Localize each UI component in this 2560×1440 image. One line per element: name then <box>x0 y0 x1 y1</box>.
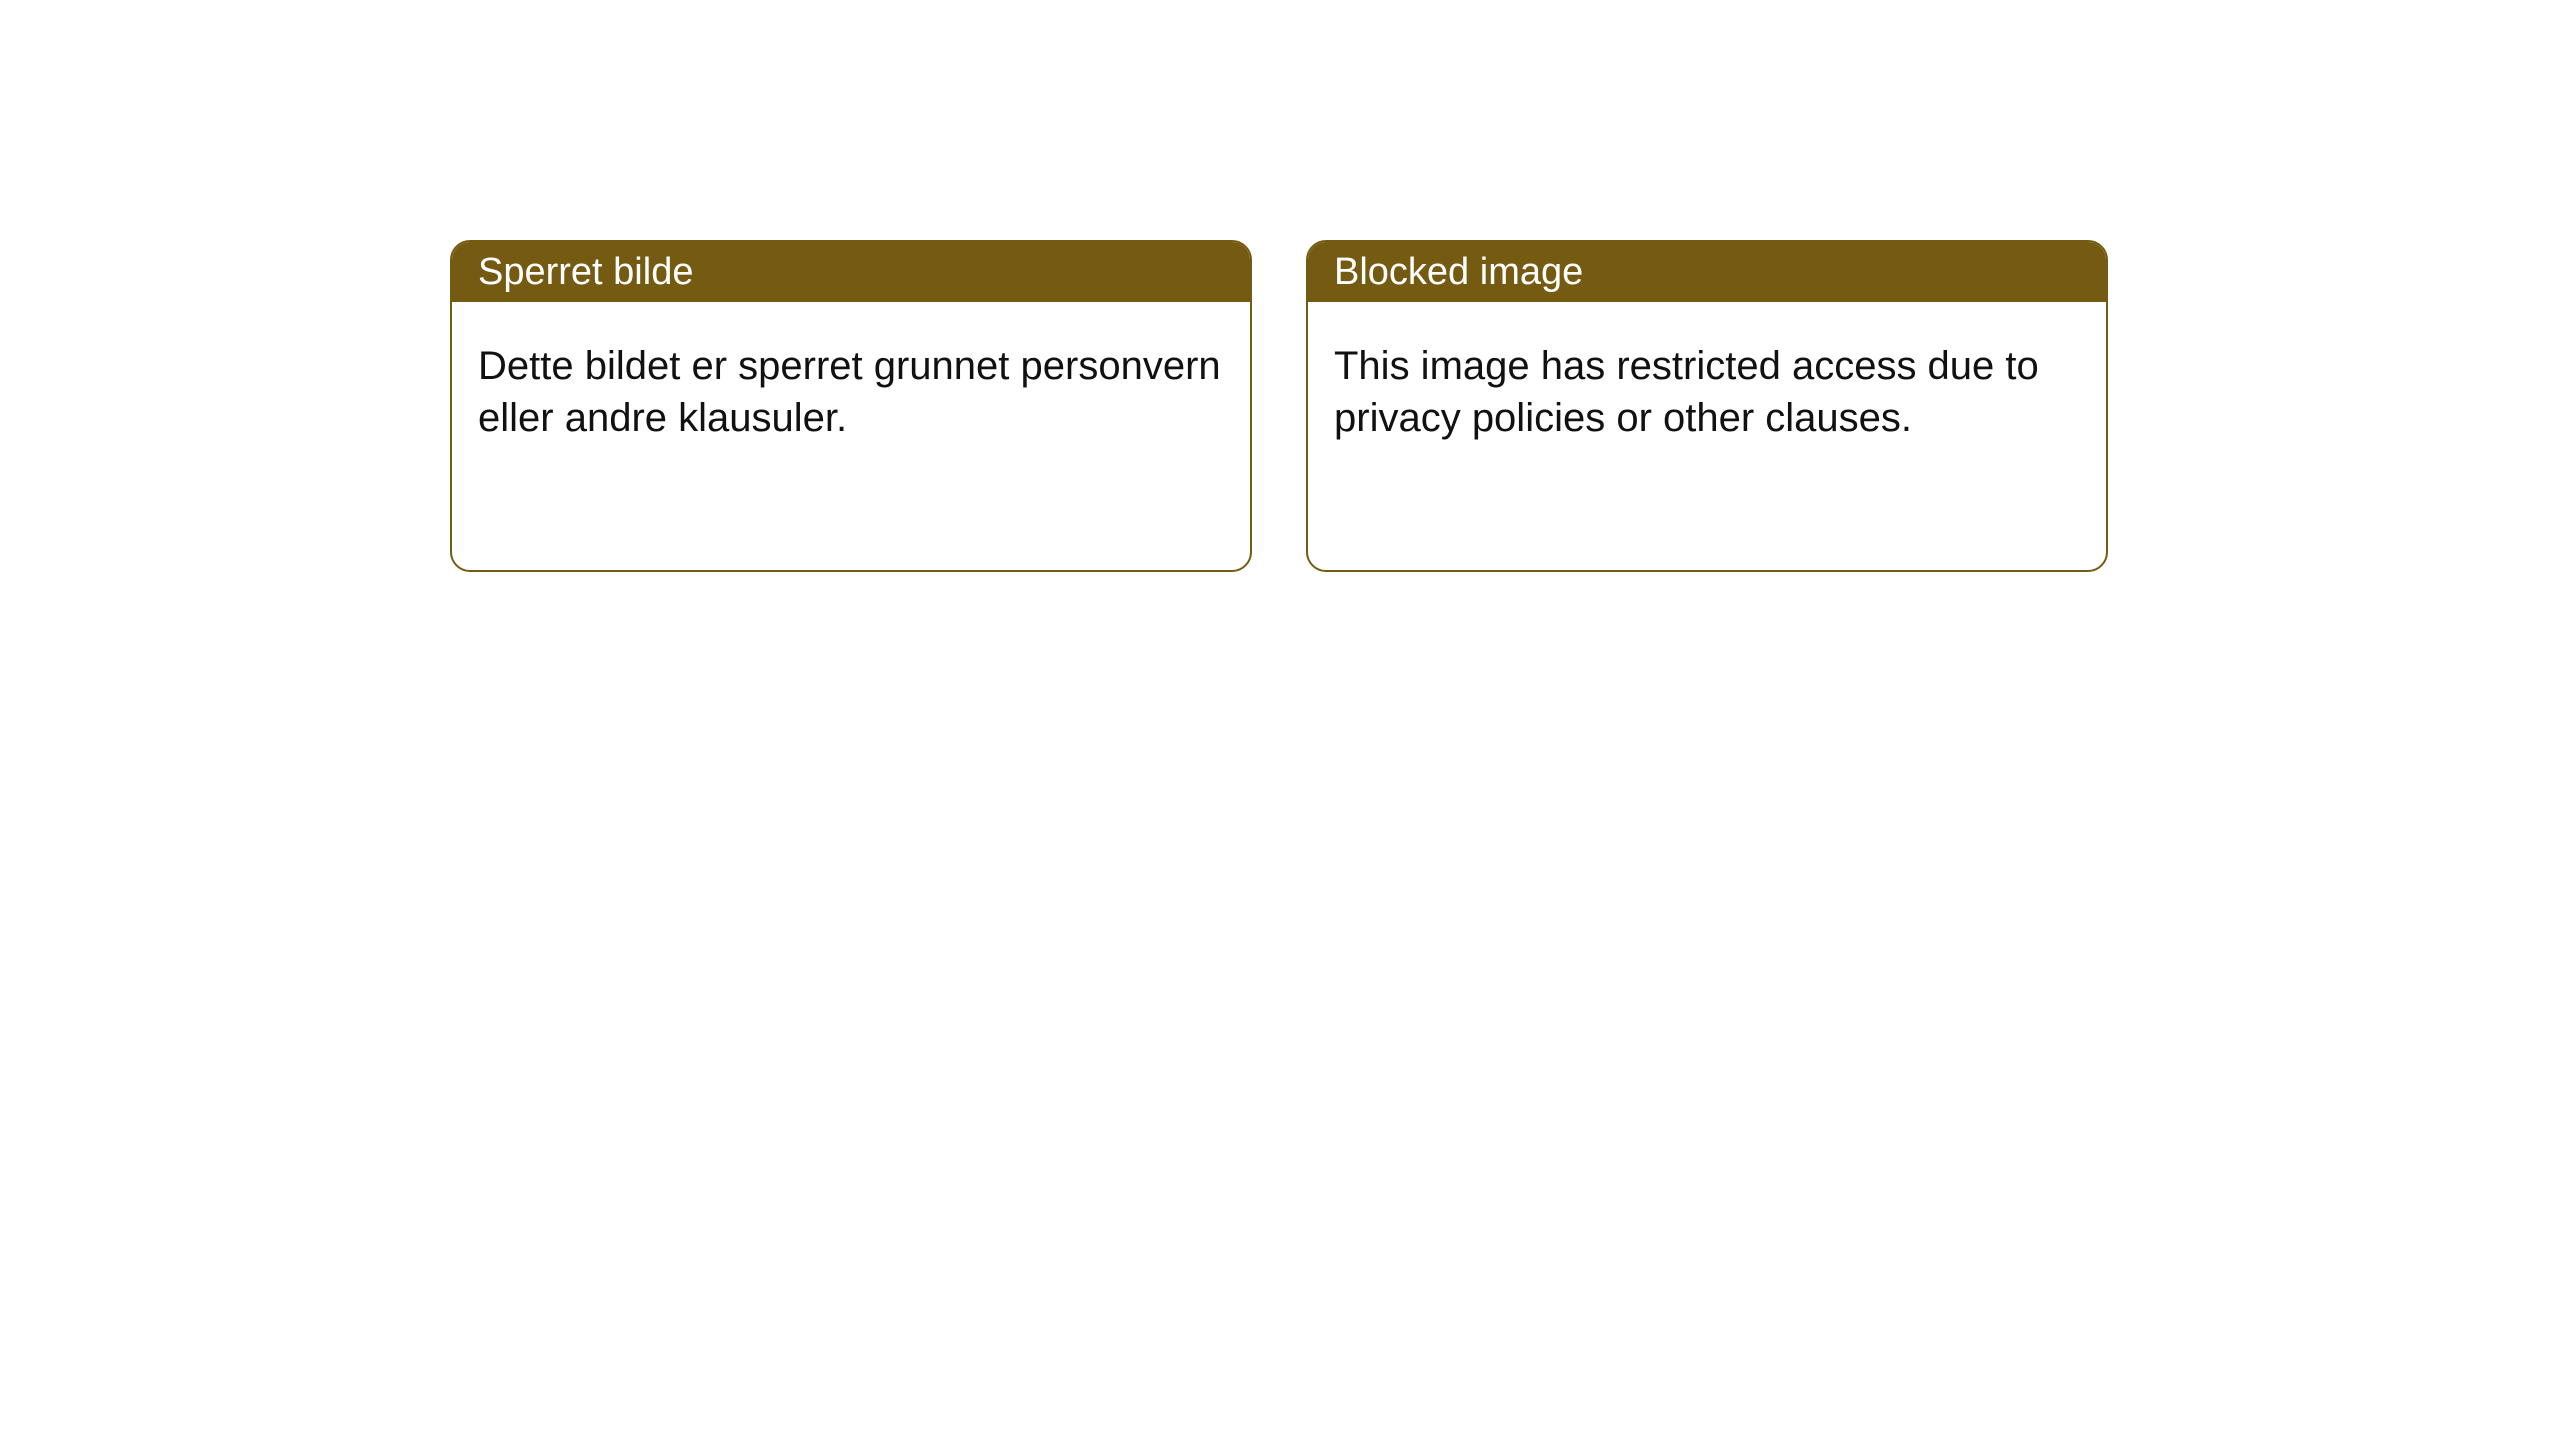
blocked-image-card-norwegian: Sperret bilde Dette bildet er sperret gr… <box>450 240 1252 572</box>
card-title: Blocked image <box>1334 251 1583 294</box>
notice-container: Sperret bilde Dette bildet er sperret gr… <box>0 0 2560 572</box>
card-title: Sperret bilde <box>478 251 693 294</box>
card-body: Dette bildet er sperret grunnet personve… <box>452 302 1250 482</box>
card-body-text: This image has restricted access due to … <box>1334 344 2039 440</box>
blocked-image-card-english: Blocked image This image has restricted … <box>1306 240 2108 572</box>
card-header: Blocked image <box>1308 242 2106 302</box>
card-body-text: Dette bildet er sperret grunnet personve… <box>478 344 1221 440</box>
card-header: Sperret bilde <box>452 242 1250 302</box>
card-body: This image has restricted access due to … <box>1308 302 2106 482</box>
